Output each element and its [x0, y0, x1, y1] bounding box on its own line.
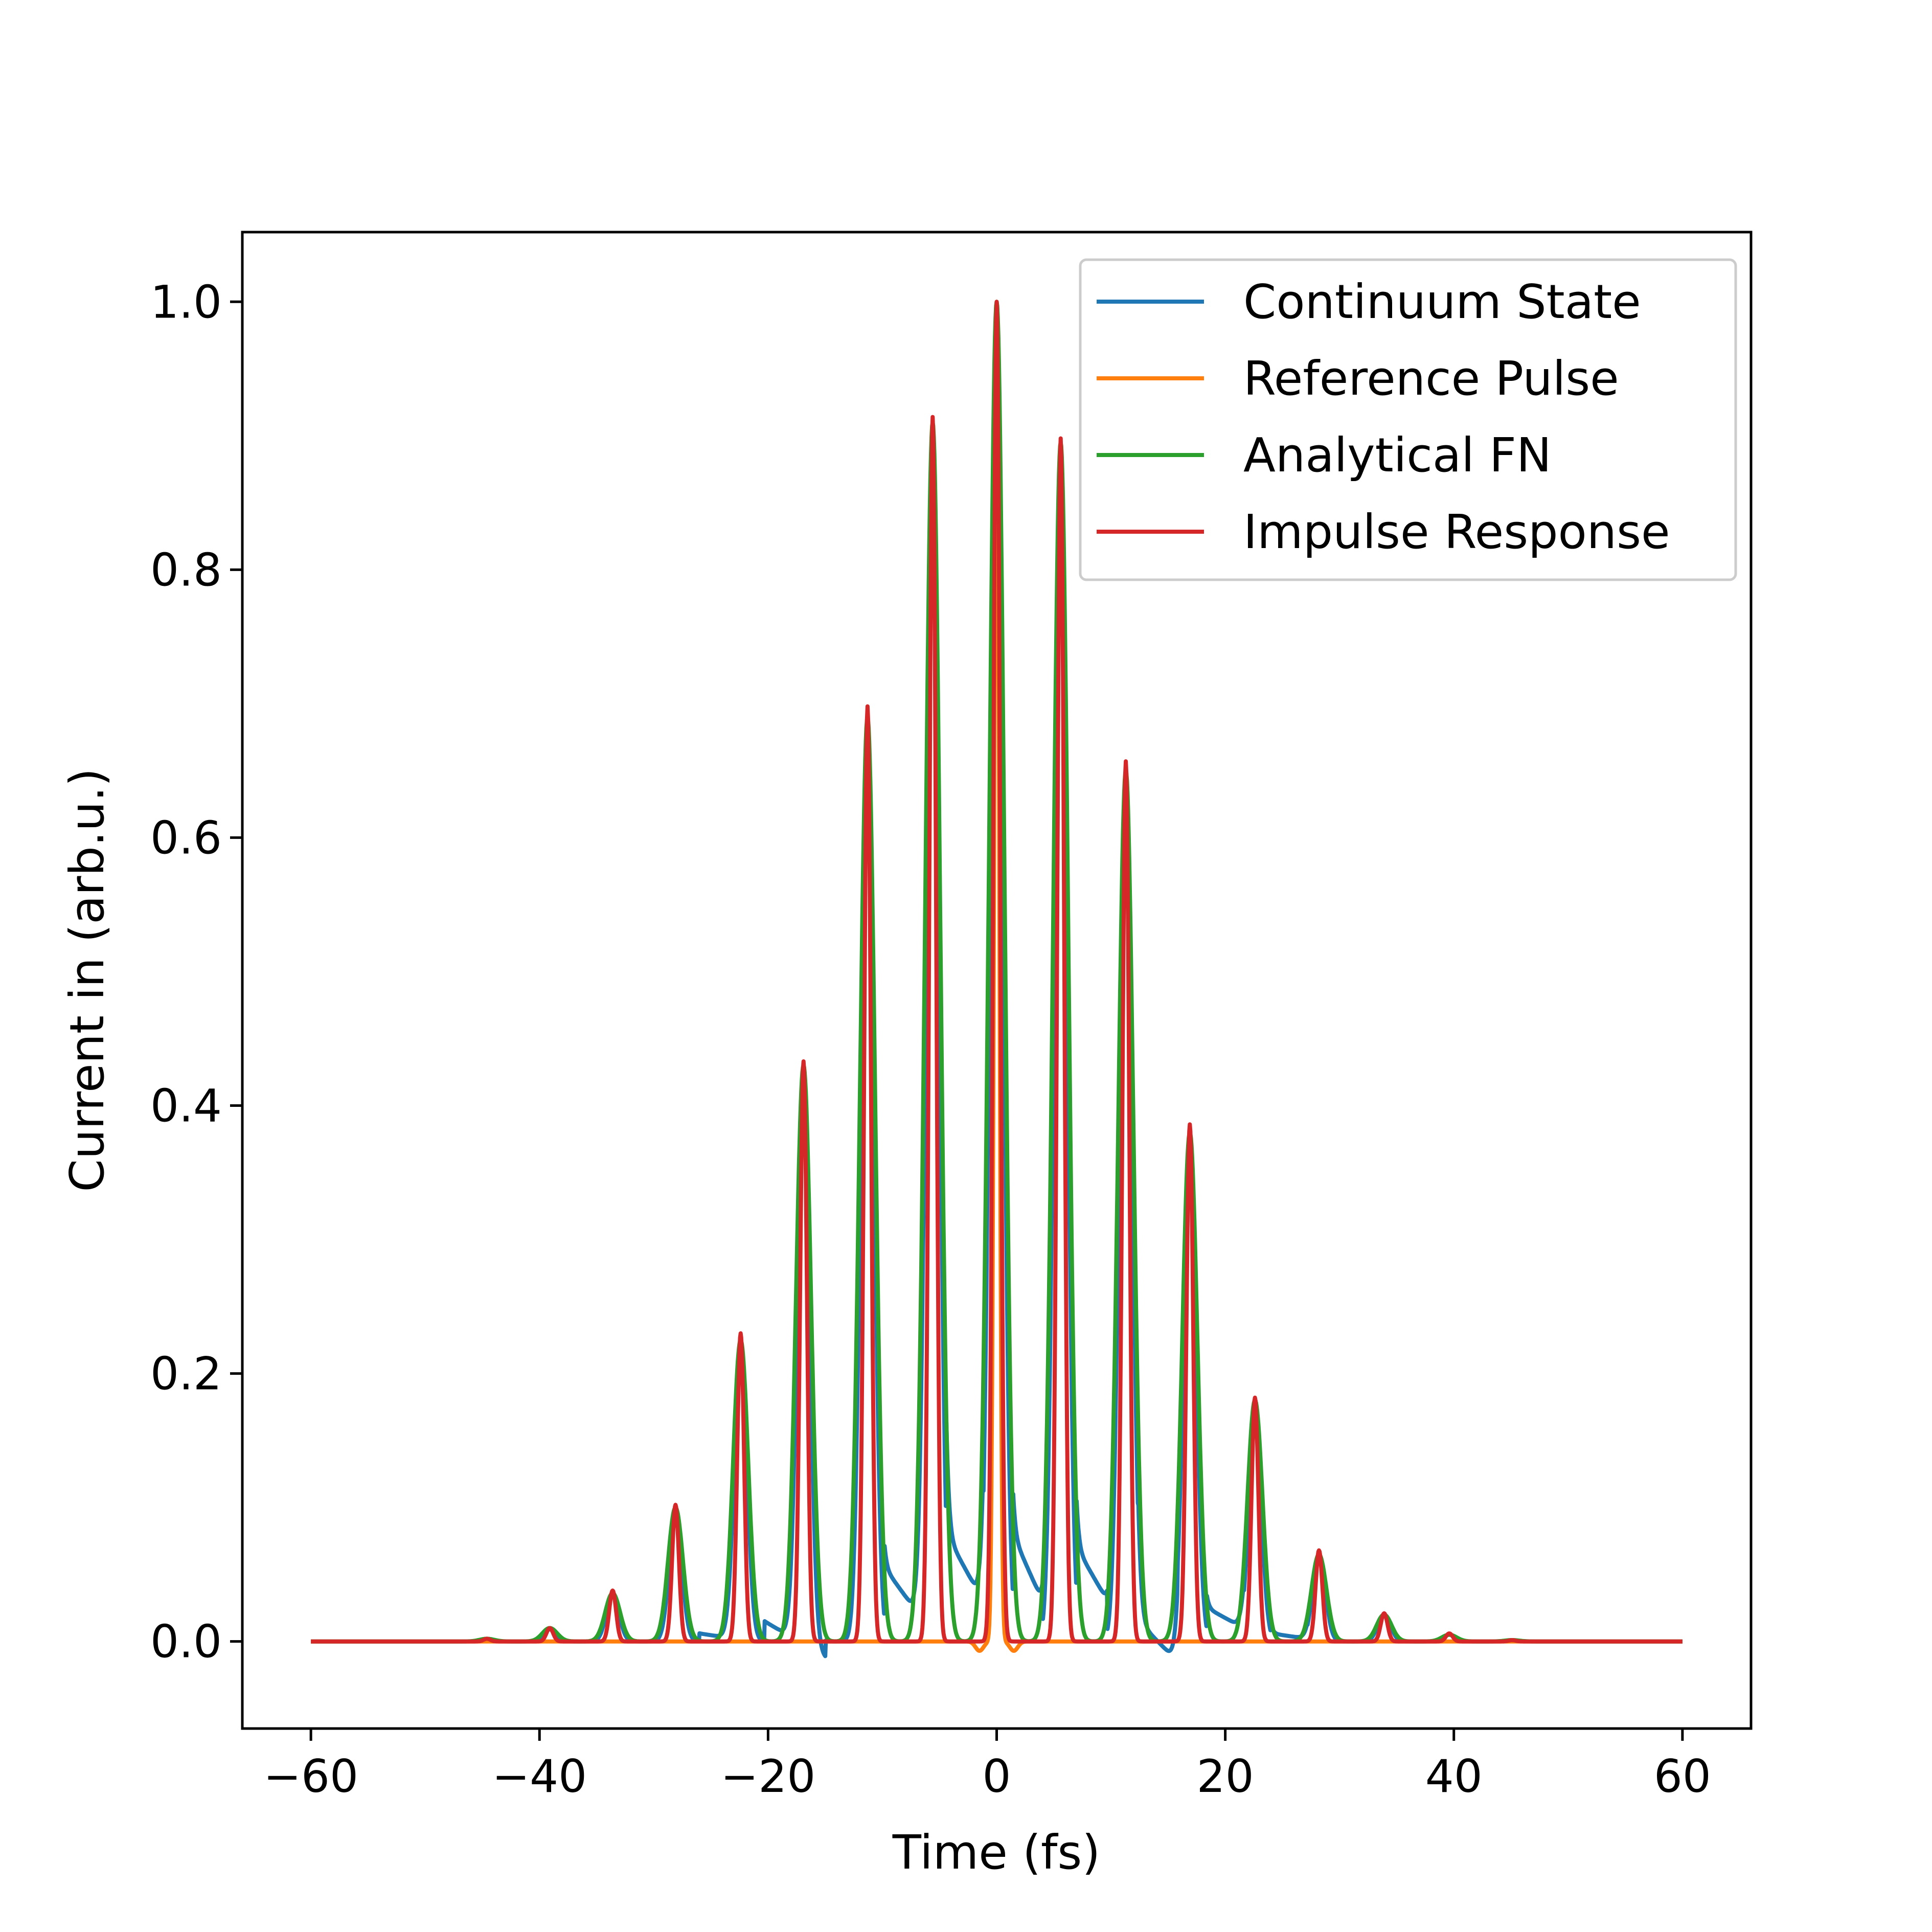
- legend-label: Continuum State: [1243, 275, 1641, 329]
- legend-label: Reference Pulse: [1243, 351, 1619, 406]
- legend-label: Impulse Response: [1243, 505, 1670, 559]
- x-tick-label: −60: [263, 1750, 358, 1803]
- series-line-impulse-response: [309, 300, 1684, 1644]
- y-tick-label: 0.6: [150, 811, 222, 864]
- x-tick-label: −20: [721, 1750, 816, 1803]
- x-tick-label: 0: [983, 1750, 1011, 1803]
- y-tick-label: 0.0: [150, 1616, 222, 1668]
- legend: Continuum State Reference Pulse Analytical…: [1079, 258, 1737, 581]
- x-axis: −60 −40 −20 0 20 40 60: [263, 1729, 1711, 1803]
- x-tick-label: 20: [1197, 1750, 1254, 1803]
- y-axis-label: Current in (arb.u.): [60, 768, 115, 1192]
- legend-box: [1079, 258, 1737, 581]
- plot-area: [241, 231, 1753, 1730]
- y-tick-label: 0.8: [150, 543, 222, 596]
- x-tick-label: 60: [1654, 1750, 1711, 1803]
- legend-label: Analytical FN: [1243, 428, 1552, 483]
- x-tick-label: 40: [1425, 1750, 1483, 1803]
- y-tick-label: 1.0: [150, 276, 222, 328]
- x-axis-label: Time (fs): [892, 1825, 1101, 1880]
- x-tick-label: −40: [492, 1750, 587, 1803]
- y-axis: 0.0 0.2 0.4 0.6 0.8 1.0: [150, 276, 242, 1668]
- y-tick-label: 0.2: [150, 1348, 222, 1400]
- y-tick-label: 0.4: [150, 1080, 222, 1132]
- series-layer: [309, 300, 1684, 1658]
